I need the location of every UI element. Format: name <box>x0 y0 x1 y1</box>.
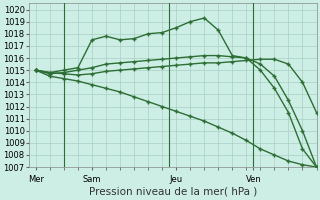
X-axis label: Pression niveau de la mer( hPa ): Pression niveau de la mer( hPa ) <box>89 187 257 197</box>
